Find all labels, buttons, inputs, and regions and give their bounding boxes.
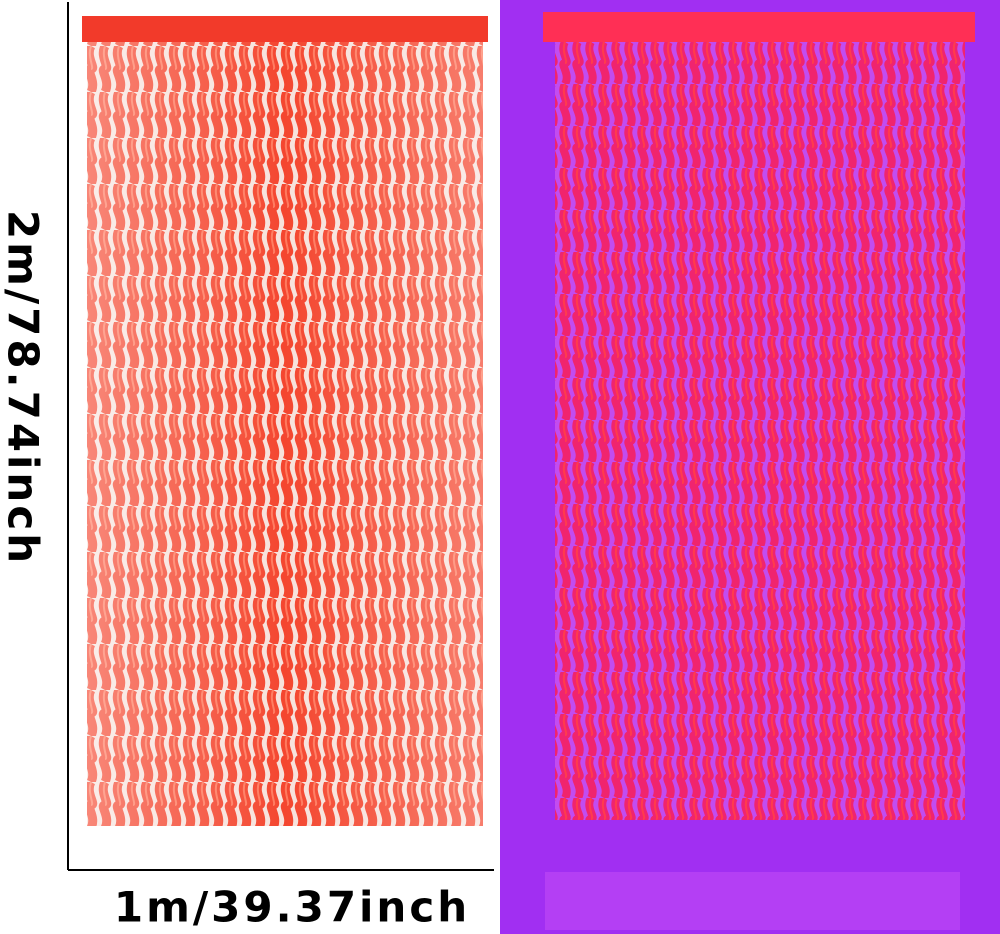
uv-curtain [500,0,1000,934]
width-label: 1m/39.37inch [114,883,470,932]
height-label: 2m/78.74inch [0,210,48,566]
red-curtain [82,16,488,826]
